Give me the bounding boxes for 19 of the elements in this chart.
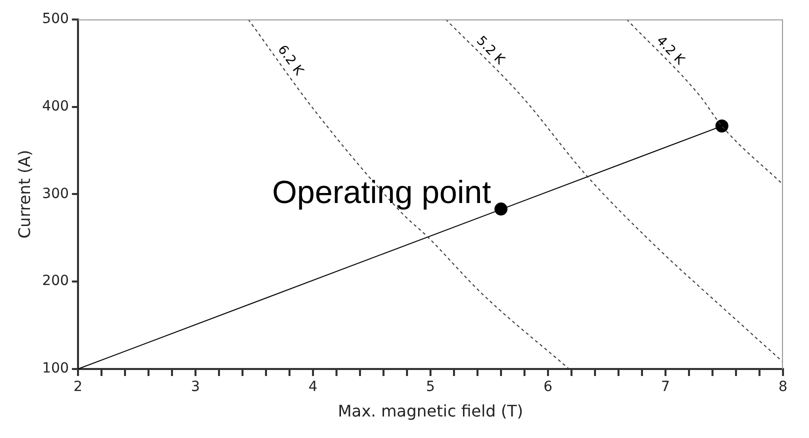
x-tick-label: 2 [73, 379, 82, 396]
text: 6.2 K [274, 42, 306, 79]
x-tick-label: 3 [190, 379, 200, 396]
text: 5.2 K [473, 34, 508, 68]
annotation: Operating point [272, 174, 492, 210]
y-tick-label: 300 [42, 186, 69, 202]
x-tick-label: 5 [426, 379, 435, 396]
x-axis-title: Max. magnetic field (T) [338, 402, 524, 421]
y-axis-title: Current (A) [14, 150, 34, 239]
y-tick-label: 500 [42, 11, 69, 28]
text: 4.2 K [653, 34, 688, 68]
x-tick-label: 6 [544, 379, 553, 396]
line-series [626, 19, 783, 186]
y-tick-label: 400 [42, 98, 69, 114]
y-tick-label: 200 [42, 273, 69, 290]
x-tick-label: 4 [308, 379, 318, 396]
x-tick-label: 8 [778, 379, 788, 396]
y-tick-label: 100 [42, 360, 69, 377]
x-tick-label: 7 [661, 379, 670, 396]
